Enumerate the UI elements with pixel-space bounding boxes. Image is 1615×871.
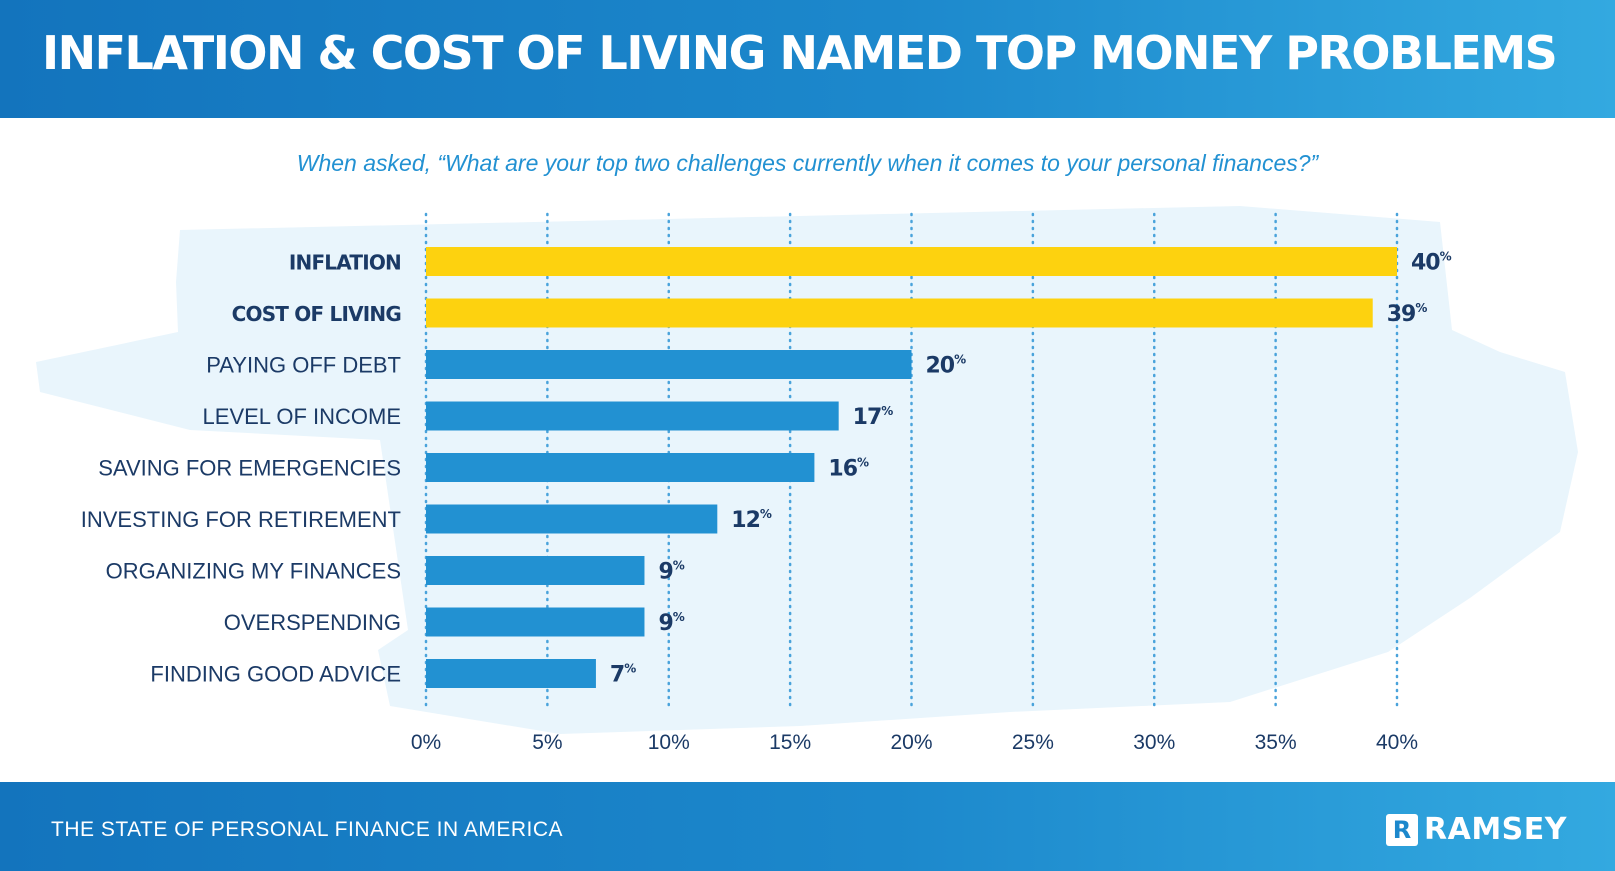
percent-sign: % [1415,301,1427,315]
percent-sign: % [673,559,685,573]
category-label: FINDING GOOD ADVICE [150,662,401,687]
x-tick-label: 40% [1376,731,1418,754]
header-band [0,0,1615,118]
ramsey-logo-mark: R [1386,813,1418,846]
percent-sign: % [857,456,869,470]
category-label: INFLATION [289,251,401,275]
category-label: SAVING FOR EMERGENCIES [98,456,401,481]
x-tick-label: 15% [769,731,811,754]
percent-sign: % [673,610,685,624]
bar [426,350,912,379]
value-label: 16% [828,456,869,482]
value-labels: 40%39%20%17%16%12%9%9%7% [610,250,1453,688]
footer-title: THE STATE OF PERSONAL FINANCE IN AMERICA [51,818,564,841]
bar [426,556,645,585]
ramsey-logo-text: RAMSEY [1424,812,1567,847]
bar [426,247,1397,276]
bars [426,247,1397,688]
percent-sign: % [760,507,772,521]
category-labels: INFLATION COST OF LIVING PAYING OFF DEBT LE… [81,251,402,687]
bar [426,453,815,482]
category-label: COST OF LIVING [232,302,401,326]
percent-sign: % [1440,250,1452,264]
bar [426,298,1373,328]
chart-subtitle: When asked, “What are your top two chall… [296,150,1319,176]
value-label: 40% [1411,250,1452,276]
bar [426,401,839,431]
bar [426,504,718,534]
x-tick-label: 5% [532,731,562,754]
page-title: INFLATION & COST OF LIVING NAMED TOP MON… [42,26,1558,80]
category-label: ORGANIZING MY FINANCES [106,559,401,584]
bar [426,659,596,688]
x-tick-label: 20% [890,731,932,754]
category-label: OVERSPENDING [224,610,401,635]
footer-band [0,782,1615,871]
x-tick-label: 10% [648,731,690,754]
x-tick-label: 30% [1133,731,1175,754]
x-tick-label: 25% [1012,731,1054,754]
bar [426,607,645,637]
ramsey-logo: R RAMSEY [1386,812,1567,847]
x-tick-label: 0% [411,731,441,754]
category-label: INVESTING FOR RETIREMENT [81,507,401,532]
percent-sign: % [954,353,966,367]
category-label: PAYING OFF DEBT [206,353,401,378]
x-axis-ticks: 0% 5% 10% 15% 20% 25% 30% 35% 40% [411,731,1418,754]
percent-sign: % [881,404,893,418]
category-label: LEVEL OF INCOME [203,404,401,429]
percent-sign: % [624,662,636,676]
x-tick-label: 35% [1255,731,1297,754]
